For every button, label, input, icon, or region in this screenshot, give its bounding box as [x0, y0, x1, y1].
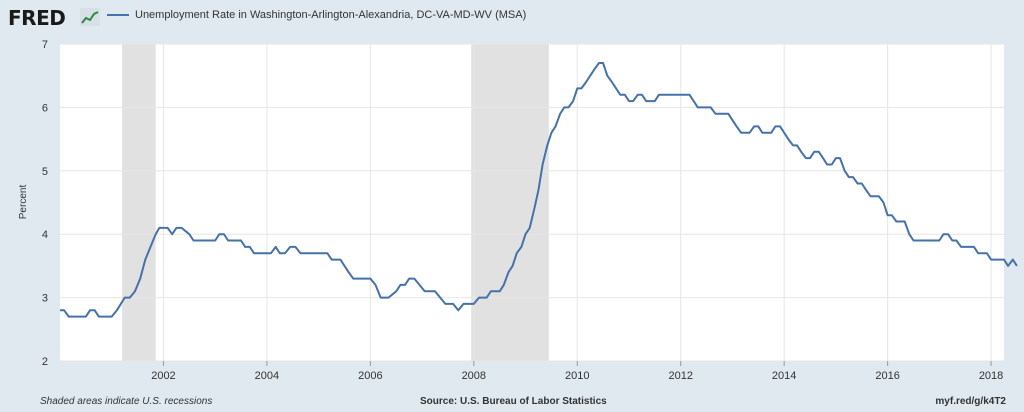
- grid-lines: [60, 43, 1004, 366]
- x-tick-label: 2004: [255, 370, 279, 382]
- chart-header: FRED Unemployment Rate in Washington-Arl…: [0, 0, 1024, 34]
- x-tick-label: 2014: [772, 370, 796, 382]
- legend-label: Unemployment Rate in Washington-Arlingto…: [135, 9, 527, 21]
- y-tick-label: 7: [42, 39, 48, 51]
- x-tick-label: 2018: [979, 370, 1003, 382]
- x-tick-label: 2008: [462, 370, 486, 382]
- x-tick-label: 2010: [565, 370, 589, 382]
- y-axis-label: Percent: [18, 185, 29, 220]
- x-tick-label: 2016: [875, 370, 899, 382]
- recession-note: Shaded areas indicate U.S. recessions: [40, 396, 213, 407]
- chart-legend[interactable]: Unemployment Rate in Washington-Arlingto…: [107, 9, 526, 21]
- x-tick-labels: 2002 2004 2006 2008 2010 2012 2014 2016 2018: [151, 370, 1003, 382]
- y-tick-label: 2: [42, 356, 48, 368]
- trend-line-icon: [80, 8, 100, 26]
- y-tick-label: 3: [42, 293, 48, 305]
- y-tick-labels: 2 3 4 5 6 7: [42, 39, 48, 368]
- short-link[interactable]: myf.red/g/k4T2: [935, 396, 1006, 407]
- recession-band-1: [471, 44, 549, 361]
- x-tick-label: 2002: [151, 370, 175, 382]
- x-tick-label: 2006: [358, 370, 382, 382]
- series-line-0[interactable]: [60, 62, 1018, 318]
- fred-logo[interactable]: FRED: [8, 6, 66, 30]
- y-tick-label: 5: [42, 166, 48, 178]
- y-tick-label: 4: [42, 229, 48, 241]
- source-text: Source: U.S. Bureau of Labor Statistics: [420, 396, 607, 407]
- recession-band-0: [122, 44, 156, 361]
- series-layer: [60, 62, 1018, 318]
- y-tick-label: 6: [42, 102, 48, 114]
- x-tick-label: 2012: [668, 370, 692, 382]
- legend-line-swatch: [107, 14, 129, 16]
